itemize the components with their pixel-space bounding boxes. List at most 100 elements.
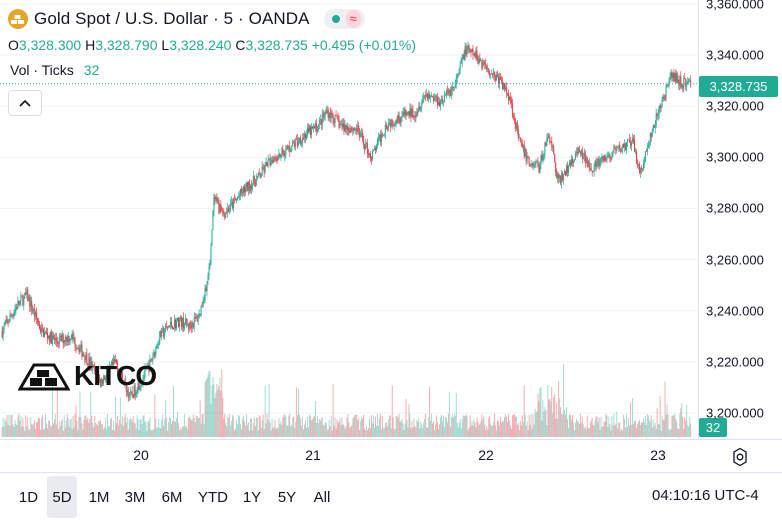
volume-bar	[545, 410, 547, 437]
candle-body	[615, 148, 617, 151]
candle-body	[58, 336, 60, 345]
candle-body	[512, 115, 514, 119]
volume-bar	[187, 418, 189, 437]
volume-bar	[102, 424, 104, 437]
candle-body	[112, 359, 114, 365]
volume-bar	[156, 427, 158, 437]
candle-body	[501, 79, 503, 81]
volume-bar	[347, 414, 349, 437]
volume-bar	[503, 421, 504, 437]
volume-bar	[157, 427, 159, 437]
candle-body	[328, 113, 330, 119]
candle-body	[565, 170, 567, 176]
candle-body	[651, 129, 653, 137]
range-button-all[interactable]: All	[313, 488, 331, 506]
volume-bar	[434, 430, 436, 437]
volume-bar	[116, 416, 118, 437]
volume-bar	[283, 415, 285, 437]
clock-readout[interactable]: 04:10:16 UTC-4	[652, 487, 759, 504]
volume-bar	[413, 418, 415, 437]
candle-body	[329, 113, 331, 119]
candle-body	[47, 335, 49, 339]
candle-body	[450, 90, 452, 96]
volume-bar	[663, 419, 665, 437]
volume-bar	[443, 426, 445, 437]
volume-bar	[548, 399, 550, 437]
volume-bar	[225, 423, 227, 437]
volume-bar	[376, 413, 378, 437]
candle-body	[61, 334, 63, 341]
candle-body	[43, 328, 45, 337]
candle-body	[95, 370, 97, 372]
volume-bar	[405, 399, 407, 437]
volume-bar	[605, 414, 607, 437]
candle-body	[455, 78, 457, 84]
volume-bar	[520, 425, 522, 437]
candle-body	[247, 181, 249, 191]
symbol-title[interactable]: Gold Spot / U.S. Dollar · 5 · OANDA	[34, 9, 310, 28]
collapse-legend-button[interactable]	[8, 90, 42, 116]
volume-bar	[14, 419, 16, 437]
candle-body	[106, 374, 108, 379]
volume-bar	[589, 422, 591, 437]
candle-body	[126, 390, 128, 392]
range-button-1d[interactable]: 1D	[18, 488, 39, 506]
candle-body	[407, 111, 409, 114]
range-button-1m[interactable]: 1M	[88, 488, 110, 506]
candle-body	[371, 159, 373, 160]
close-label: C	[235, 37, 246, 53]
volume-bar	[477, 421, 479, 437]
range-button-ytd[interactable]: YTD	[198, 488, 228, 506]
candle-body	[31, 300, 33, 311]
candle-body	[662, 96, 664, 100]
volume-bar	[497, 420, 499, 437]
candle-body	[341, 124, 343, 128]
candle-body	[556, 172, 558, 178]
candle-body	[302, 137, 304, 143]
volume-bar	[268, 383, 270, 437]
candle-body	[66, 336, 68, 342]
volume-bar	[349, 427, 351, 437]
range-button-5d[interactable]: 5D	[47, 476, 77, 518]
range-button-3m[interactable]: 3M	[124, 488, 146, 506]
candle-body	[667, 84, 669, 87]
volume-bar	[233, 416, 235, 437]
range-button-5y[interactable]: 5Y	[277, 488, 297, 506]
candle-body	[27, 289, 29, 302]
volume-bar	[273, 426, 275, 437]
candle-body	[244, 187, 246, 193]
volume-bar	[574, 422, 576, 437]
candle-body	[374, 148, 376, 151]
volume-bar	[155, 418, 157, 437]
volume-bar	[558, 381, 560, 437]
volume-bar	[597, 421, 599, 437]
volume-bar	[331, 430, 333, 437]
candle-body	[498, 76, 500, 85]
price-tick-label: 3,320.000	[706, 98, 764, 114]
candle-body	[522, 144, 524, 148]
gear-icon[interactable]	[730, 447, 750, 467]
volume-bar	[152, 429, 154, 437]
candle-body	[10, 314, 12, 316]
candle-body	[688, 80, 690, 83]
volume-legend[interactable]: Vol · Ticks 32	[10, 62, 99, 78]
range-button-6m[interactable]: 6M	[161, 488, 183, 506]
candle-body	[424, 95, 426, 96]
volume-bar	[237, 424, 239, 437]
candle-body	[377, 136, 379, 140]
candle-body	[486, 67, 488, 70]
volume-bar	[335, 428, 337, 437]
market-status-pill[interactable]: ≈	[323, 9, 365, 29]
volume-bar	[338, 421, 340, 437]
candle-body	[590, 168, 592, 171]
candle-body	[519, 137, 521, 142]
volume-bar	[235, 428, 237, 437]
candle-body	[82, 353, 84, 357]
volume-bar	[147, 421, 149, 437]
candle-body	[624, 143, 626, 148]
candle-body	[227, 208, 229, 213]
volume-bar	[265, 423, 267, 437]
candle-body	[679, 76, 681, 86]
range-button-1y[interactable]: 1Y	[242, 488, 262, 506]
volume-bar	[675, 418, 677, 437]
